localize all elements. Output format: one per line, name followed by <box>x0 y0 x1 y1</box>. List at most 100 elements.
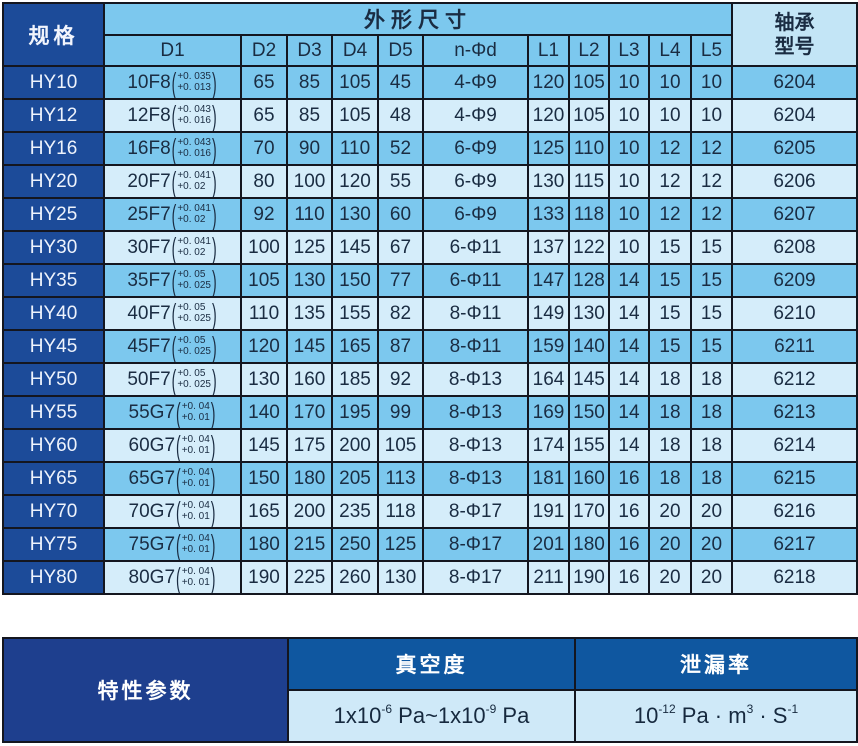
cell-l1: 147 <box>527 263 570 298</box>
d1-value: 20F7(+0. 041 +0. 02) <box>106 167 239 196</box>
spec-cell: HY70 <box>2 494 105 529</box>
cell-n-d: 6-Φ11 <box>422 263 529 298</box>
tolerance-stack: +0. 043 +0. 016 <box>177 104 211 126</box>
tolerance-upper: +0. 043 <box>177 137 211 148</box>
d1-nominal: 16F8 <box>127 137 171 159</box>
cell-d3: 85 <box>286 65 333 100</box>
cell-bearing: 6217 <box>731 527 858 562</box>
tolerance-close-paren: ) <box>211 66 217 99</box>
spec-cell: HY60 <box>2 428 105 463</box>
cell-l1: 120 <box>527 65 570 100</box>
cell-l5: 20 <box>690 560 733 595</box>
cell-l5: 12 <box>690 197 733 232</box>
d1-nominal: 80G7 <box>128 566 176 588</box>
cell-l2: 130 <box>568 296 610 331</box>
cell-l1: 169 <box>527 395 570 430</box>
cell-d3: 90 <box>286 131 333 166</box>
cell-n-d: 8-Φ17 <box>422 560 529 595</box>
cell-d5: 48 <box>377 98 424 133</box>
spec-cell: HY30 <box>2 230 105 265</box>
table-row: HY55 55G7(+0. 04 +0. 01) 140 170 195 99 8-Φ13 16… <box>2 395 858 430</box>
cell-l3: 10 <box>608 197 650 232</box>
cell-l4: 10 <box>648 98 692 133</box>
d1-value: 35F7(+0. 05 +0. 025) <box>106 266 239 295</box>
cell-l2: 145 <box>568 362 610 397</box>
cell-d2: 92 <box>240 197 288 232</box>
tolerance-upper: +0. 04 <box>181 401 210 412</box>
cell-d2: 120 <box>240 329 288 364</box>
tolerance-stack: +0. 035 +0. 013 <box>177 71 211 93</box>
cell-d3: 135 <box>286 296 333 331</box>
table-row: HY70 70G7(+0. 04 +0. 01) 165 200 235 118 8-Φ17 1… <box>2 494 858 529</box>
tolerance-close-paren: ) <box>211 363 217 396</box>
table-row: HY45 45F7(+0. 05 +0. 025) 120 145 165 87 8-Φ11 1… <box>2 329 858 364</box>
cell-d3: 200 <box>286 494 333 529</box>
cell-l3: 16 <box>608 494 650 529</box>
vacuum-degree-value: 1x10-6 Pa~1x10-9 Pa <box>287 689 576 743</box>
col-header-8: L3 <box>608 34 650 67</box>
tolerance-upper: +0. 04 <box>181 500 210 511</box>
d1-nominal: 40F7 <box>127 302 171 324</box>
cell-d5: 92 <box>377 362 424 397</box>
cell-bearing: 6208 <box>731 230 858 265</box>
cell-l4: 18 <box>648 395 692 430</box>
characteristics-table: 特性参数 真空度 泄漏率 1x10-6 Pa~1x10-9 Pa 10-12 P… <box>2 637 858 743</box>
cell-l2: 128 <box>568 263 610 298</box>
cell-l1: 137 <box>527 230 570 265</box>
cell-l3: 14 <box>608 296 650 331</box>
cell-bearing: 6211 <box>731 329 858 364</box>
cell-d4: 165 <box>331 329 379 364</box>
d1-nominal: 30F7 <box>127 236 171 258</box>
spec-cell: HY45 <box>2 329 105 364</box>
col-header-0: D1 <box>103 34 242 67</box>
cell-d1: 45F7(+0. 05 +0. 025) <box>103 329 242 364</box>
cell-d5: 99 <box>377 395 424 430</box>
cell-l2: 110 <box>568 131 610 166</box>
cell-l2: 190 <box>568 560 610 595</box>
cell-d1: 60G7(+0. 04 +0. 01) <box>103 428 242 463</box>
col-header-6: L1 <box>527 34 570 67</box>
cell-d1: 25F7(+0. 041 +0. 02) <box>103 197 242 232</box>
tolerance-lower: +0. 02 <box>177 246 206 258</box>
col-header-10: L5 <box>690 34 733 67</box>
col-header-4: D5 <box>377 34 424 67</box>
cell-l2: 160 <box>568 461 610 496</box>
cell-d5: 118 <box>377 494 424 529</box>
col-header-2: D3 <box>286 34 333 67</box>
cell-d4: 120 <box>331 164 379 199</box>
tolerance-lower: +0. 025 <box>177 345 211 357</box>
tolerance-upper: +0. 041 <box>177 170 211 181</box>
cell-n-d: 8-Φ13 <box>422 461 529 496</box>
tolerance-lower: +0. 016 <box>177 147 211 159</box>
tolerance-lower: +0. 01 <box>181 477 210 489</box>
d1-value: 80G7(+0. 04 +0. 01) <box>106 563 239 592</box>
cell-d5: 125 <box>377 527 424 562</box>
cell-l4: 10 <box>648 65 692 100</box>
tolerance-stack: +0. 05 +0. 025 <box>177 302 211 324</box>
value-part: Pa~1x10 <box>392 703 486 728</box>
cell-d1: 80G7(+0. 04 +0. 01) <box>103 560 242 595</box>
tolerance-close-paren: ) <box>211 330 217 363</box>
cell-l5: 18 <box>690 461 733 496</box>
cell-d1: 16F8(+0. 043 +0. 016) <box>103 131 242 166</box>
tolerance-open-paren: ( <box>171 66 177 99</box>
cell-l5: 10 <box>690 98 733 133</box>
cell-l2: 105 <box>568 65 610 100</box>
cell-bearing: 6204 <box>731 98 858 133</box>
d1-value: 30F7(+0. 041 +0. 02) <box>106 233 239 262</box>
cell-d1: 30F7(+0. 041 +0. 02) <box>103 230 242 265</box>
cell-l1: 174 <box>527 428 570 463</box>
leak-rate-header: 泄漏率 <box>574 637 858 691</box>
value-part: 1x10 <box>333 703 382 728</box>
cell-l3: 16 <box>608 461 650 496</box>
d1-value: 10F8(+0. 035 +0. 013) <box>106 68 239 97</box>
tolerance-close-paren: ) <box>211 264 217 297</box>
cell-l3: 16 <box>608 560 650 595</box>
cell-l2: 115 <box>568 164 610 199</box>
cell-d1: 55G7(+0. 04 +0. 01) <box>103 395 242 430</box>
cell-bearing: 6216 <box>731 494 858 529</box>
characteristics-header-row: 特性参数 真空度 泄漏率 <box>2 637 858 743</box>
col-header-1: D2 <box>240 34 288 67</box>
cell-bearing: 6212 <box>731 362 858 397</box>
tolerance-open-paren: ( <box>171 297 177 330</box>
